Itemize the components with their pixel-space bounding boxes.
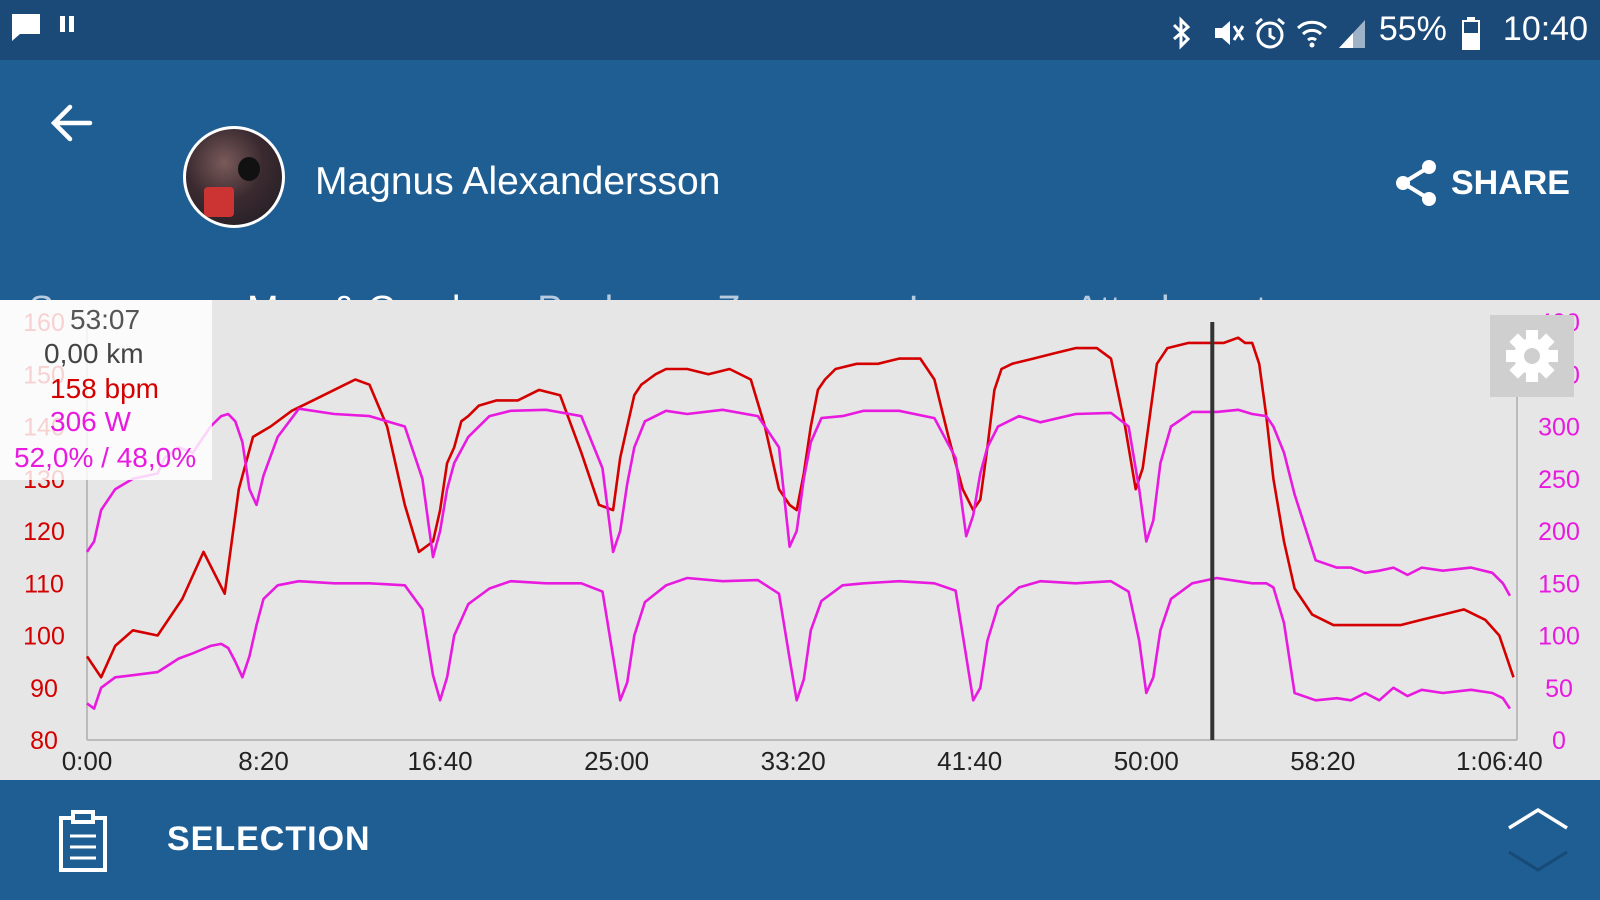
x-tick-label: 16:40	[408, 746, 473, 776]
x-tick-label: 41:40	[937, 746, 1002, 776]
share-button[interactable]: SHARE	[1393, 158, 1570, 208]
expand-chevron-button[interactable]	[1505, 800, 1571, 878]
info-distance: 0,00 km	[44, 338, 144, 369]
info-balance: 52,0% / 48,0%	[14, 442, 197, 473]
bottom-bar: SELECTION	[0, 780, 1600, 900]
user-name: Magnus Alexandersson	[315, 160, 721, 203]
cursor-info-box: 53:07 0,00 km 158 bpm 306 W 52,0% / 48,0…	[0, 300, 212, 480]
chat-icon	[10, 12, 40, 41]
y-left-tick-label: 80	[30, 727, 58, 755]
y-right-tick-label: 150	[1538, 570, 1580, 598]
info-heart-rate: 158 bpm	[50, 373, 159, 404]
graph-area[interactable]: 0:00 8:20 16:40 25:00 33:20 41:40 50:00 58:20 1:…	[0, 300, 1600, 780]
y-right-tick-label: 250	[1538, 466, 1580, 494]
power-heart-rate-chart[interactable]: 0:00 8:20 16:40 25:00 33:20 41:40 50:00 58:20 1:…	[0, 300, 1600, 780]
share-icon	[1395, 160, 1436, 206]
power-right-line	[86, 576, 1511, 710]
battery-percent: 55%	[1378, 10, 1447, 48]
y-left-tick-label: 120	[23, 518, 65, 546]
selection-label[interactable]: SELECTION	[167, 820, 371, 858]
info-power: 306 W	[50, 406, 131, 437]
mute-icon	[1211, 16, 1245, 45]
x-tick-label: 25:00	[584, 746, 649, 776]
share-label: SHARE	[1450, 163, 1570, 202]
plot-background	[87, 322, 1517, 740]
pause-icon	[56, 12, 84, 40]
arrow-back-icon	[50, 104, 93, 142]
y-right-tick-label: 100	[1538, 623, 1580, 651]
y-right-tick-label: 300	[1538, 414, 1580, 442]
info-time: 53:07	[70, 304, 141, 335]
x-tick-label: 0:00	[62, 746, 113, 776]
clock-time: 10:40	[1502, 10, 1588, 48]
x-tick-label: 8:20	[238, 746, 289, 776]
clipboard-icon[interactable]	[58, 810, 108, 872]
heart-rate-line	[85, 336, 1515, 679]
x-tick-label: 1:06:40	[1456, 746, 1543, 776]
battery-icon	[1461, 16, 1489, 50]
chevron-up-icon	[1508, 807, 1568, 872]
y-left-tick-label: 90	[30, 675, 58, 703]
y-right-tick-label: 0	[1552, 727, 1566, 755]
status-bar: 55% 10:40	[0, 0, 1600, 60]
app-bar: Magnus Alexandersson SHARE Summary Map &…	[0, 60, 1600, 354]
alarm-icon	[1253, 16, 1285, 48]
avatar[interactable]	[183, 126, 285, 228]
graph-settings-button[interactable]	[1490, 315, 1574, 397]
power-left-line	[85, 407, 1512, 597]
y-right-tick-label: 50	[1545, 675, 1573, 703]
y-left-tick-label: 100	[23, 623, 65, 651]
back-button[interactable]	[46, 98, 96, 148]
x-tick-label: 58:20	[1290, 746, 1355, 776]
signal-icon	[1337, 16, 1365, 48]
gear-icon	[1506, 330, 1558, 382]
x-tick-label: 33:20	[761, 746, 826, 776]
wifi-icon	[1295, 16, 1327, 47]
y-left-tick-label: 110	[24, 570, 64, 598]
x-tick-label: 50:00	[1114, 746, 1179, 776]
y-right-tick-label: 200	[1538, 518, 1580, 546]
bluetooth-icon	[1169, 15, 1197, 50]
